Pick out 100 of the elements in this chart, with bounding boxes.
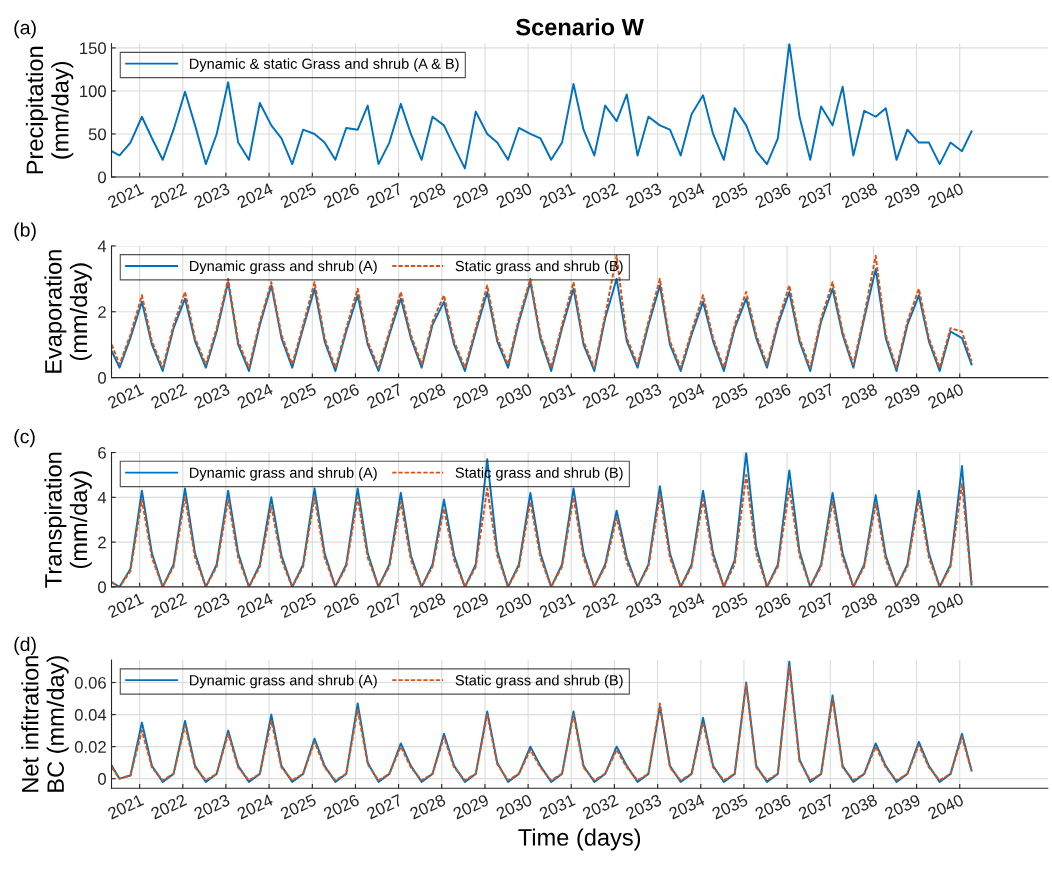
y-tick-label: 100	[80, 85, 106, 98]
y-tick-label: 0	[98, 773, 106, 785]
x-tick-label: 2024	[236, 793, 274, 820]
x-tick-label: 2027	[365, 182, 404, 209]
x-tick-label: 2037	[797, 793, 835, 820]
y-tick-label: 4	[97, 240, 107, 252]
legend-label: Dynamic grass and shrub (A)	[190, 467, 377, 481]
text: (a)	[14, 20, 36, 39]
chart-title: Scenario W	[516, 18, 644, 36]
x-tick-label: 2035	[711, 182, 749, 209]
y-tick-label: 4	[97, 491, 107, 504]
x-tick-label: 2026	[322, 793, 360, 820]
x-tick-label: 2039	[883, 182, 922, 209]
x-tick-label: 2038	[840, 182, 878, 209]
x-tick-label: 2021	[106, 383, 145, 409]
text: (b)	[14, 222, 36, 241]
y-axis-title: Evaporation (mm/day)	[44, 250, 92, 373]
y-tick-label: 0	[98, 371, 106, 384]
x-tick-label: 2026	[322, 383, 360, 409]
x-tick-label: 2028	[409, 793, 447, 820]
x-tick-label: 2034	[668, 592, 706, 619]
x-tick-label: 2031	[538, 793, 576, 820]
x-tick-label: 2032	[581, 383, 619, 409]
x-tick-label: 2022	[150, 592, 188, 619]
x-tick-label: 2034	[668, 182, 706, 209]
legend-label: Dynamic grass and shrub (A)	[190, 674, 377, 689]
x-tick-label: 2023	[193, 182, 231, 209]
x-tick-label: 2022	[150, 182, 188, 209]
x-tick-label: 2039	[883, 793, 922, 820]
x-tick-label: 2024	[236, 592, 274, 619]
y-axis-title: Net infitration BC (mm/day)	[21, 656, 69, 792]
x-tick-label: 2023	[193, 383, 231, 409]
line-series	[111, 43, 973, 170]
x-tick-label: 2025	[279, 793, 317, 820]
x-tick-label: 2035	[711, 592, 749, 619]
x-tick-label: 2031	[538, 182, 576, 209]
x-tick-label: 2032	[581, 592, 619, 619]
legend-label: Dynamic & static Grass and shrub (A & B)	[190, 58, 459, 72]
x-tick-label: 2030	[495, 182, 533, 209]
x-tick-label: 2028	[409, 592, 447, 619]
x-tick-label: 2022	[150, 383, 188, 409]
x-tick-label: 2029	[452, 383, 490, 409]
x-tick-label: 2024	[236, 383, 274, 409]
x-tick-label: 2040	[927, 383, 965, 409]
x-tick-label: 2026	[322, 592, 360, 619]
x-tick-label: 2032	[581, 182, 619, 209]
x-tick-label: 2039	[883, 592, 922, 619]
x-tick-label: 2036	[754, 793, 792, 820]
y-tick-label: 0.06	[74, 676, 106, 689]
x-tick-label: 2021	[106, 592, 145, 619]
text: (c)	[14, 429, 35, 448]
y-tick-label: 0.04	[74, 708, 107, 721]
legend-label: Dynamic grass and shrub (A)	[190, 260, 377, 275]
x-tick-label: 2037	[797, 592, 835, 619]
x-tick-label: 2023	[193, 793, 231, 820]
x-tick-label: 2021	[106, 182, 145, 209]
x-tick-label: 2033	[625, 592, 663, 619]
x-tick-label: 2034	[668, 383, 706, 409]
x-tick-label: 2038	[840, 793, 878, 820]
x-tick-label: 2025	[279, 592, 317, 619]
x-tick-label: 2026	[322, 182, 360, 209]
x-tick-label: 2038	[840, 592, 878, 619]
x-tick-label: 2030	[495, 383, 533, 409]
legend-label: Static grass and shrub (B)	[455, 674, 623, 689]
x-tick-label: 2029	[452, 793, 490, 820]
x-tick-label: 2033	[625, 793, 663, 820]
x-tick-label: 2025	[279, 383, 317, 409]
x-tick-label: 2027	[365, 383, 404, 409]
y-tick-label: 150	[80, 42, 106, 55]
x-tick-label: 2038	[840, 383, 878, 409]
x-tick-label: 2027	[365, 793, 404, 820]
y-axis-title: Precipitation (mm/day)	[25, 46, 74, 174]
text: (d)	[14, 636, 36, 655]
x-tick-label: 2034	[668, 793, 706, 820]
x-tick-label: 2029	[452, 592, 490, 619]
x-tick-label: 2023	[193, 592, 231, 619]
x-tick-label: 2040	[927, 592, 965, 619]
x-tick-label: 2028	[409, 383, 447, 409]
x-tick-label: 2040	[927, 793, 965, 820]
y-tick-label: 0	[98, 581, 106, 594]
x-tick-label: 2036	[754, 592, 792, 619]
x-tick-label: 2029	[452, 182, 490, 209]
x-tick-label: 2035	[711, 383, 749, 409]
x-tick-label: 2039	[883, 383, 922, 409]
x-tick-label: 2035	[711, 793, 749, 820]
x-tick-label: 2024	[236, 182, 274, 209]
x-tick-label: 2040	[927, 182, 965, 209]
x-tick-label: 2028	[409, 182, 447, 209]
x-tick-label: 2031	[538, 383, 576, 409]
x-tick-label: 2030	[495, 793, 533, 820]
x-tick-label: 2037	[797, 383, 835, 409]
x-tick-label: 2027	[365, 592, 404, 619]
x-tick-label: 2030	[495, 592, 533, 619]
y-tick-label: 6	[98, 446, 106, 459]
x-tick-label: 2033	[625, 383, 663, 409]
x-tick-label: 2022	[150, 793, 188, 820]
x-axis-title: Time (days)	[518, 828, 641, 851]
y-tick-label: 0.02	[74, 741, 106, 753]
y-tick-label: 50	[88, 128, 106, 141]
x-tick-label: 2036	[754, 182, 792, 209]
